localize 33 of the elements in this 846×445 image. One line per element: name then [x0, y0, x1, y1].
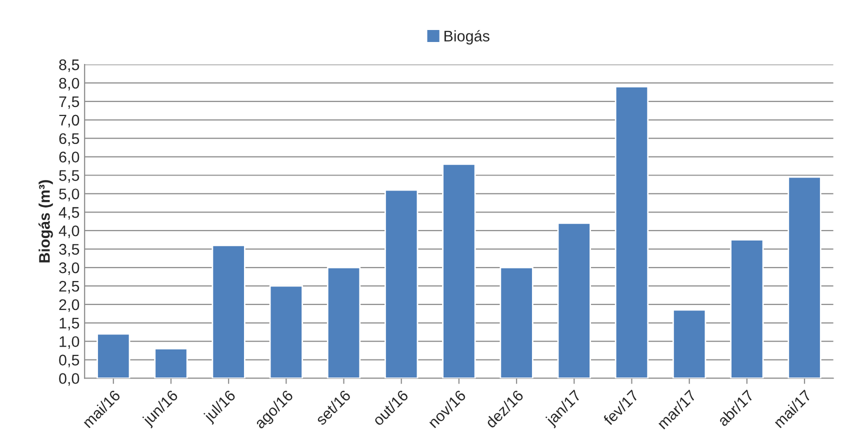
- y-tick-label: 6,0: [59, 152, 80, 164]
- y-tick-label: 5,0: [59, 188, 80, 202]
- y-tick-label: 7,0: [59, 114, 80, 128]
- y-axis-title: Biogás (m³): [38, 180, 53, 262]
- bar: [614, 86, 649, 378]
- y-tick-label: 4,0: [58, 225, 80, 238]
- y-tick-label: 4,5: [58, 207, 80, 220]
- y-tick-label: 8,5: [59, 59, 80, 72]
- bar: [384, 189, 418, 378]
- y-tick-label: 1,0: [60, 336, 80, 349]
- bar: [500, 266, 534, 378]
- bar: [96, 333, 130, 378]
- bar: [212, 244, 246, 378]
- bar: [672, 309, 706, 378]
- bar: [269, 285, 303, 378]
- y-tick-label: 2,5: [59, 280, 80, 294]
- legend-label: Biogás: [444, 30, 490, 44]
- y-tick-label: 0,5: [59, 354, 80, 368]
- y-tick-label: 3,0: [59, 262, 80, 276]
- y-tick-label: 8,0: [59, 78, 80, 90]
- y-tick-label: 7,5: [59, 96, 80, 109]
- bar: [442, 163, 476, 378]
- bar: [730, 239, 764, 378]
- y-tick-label: 0,0: [59, 373, 80, 386]
- y-tick-label: 6,5: [59, 133, 80, 146]
- bar: [326, 266, 361, 378]
- y-tick-label: 3,5: [59, 244, 80, 257]
- bar: [788, 176, 822, 378]
- bar: [154, 348, 188, 378]
- y-tick-label: 1,5: [60, 318, 80, 330]
- y-tick-label: 2,0: [59, 299, 80, 312]
- y-tick-label: 5,5: [59, 170, 80, 183]
- bar: [557, 222, 591, 378]
